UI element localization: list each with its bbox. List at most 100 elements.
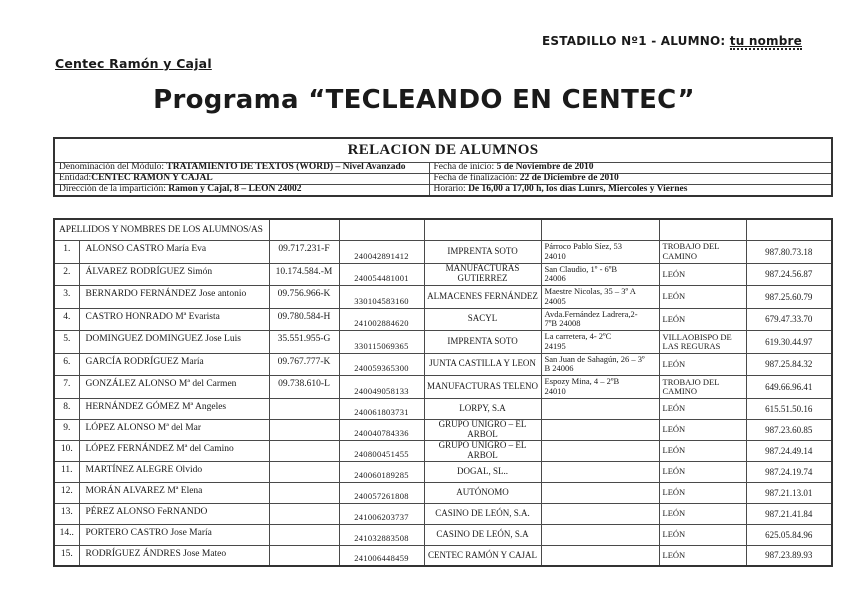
cell-ss-number: 241002884620 xyxy=(338,307,425,332)
cell-row-number: 2. xyxy=(53,262,80,287)
cell-dni: 10.174.584.-M xyxy=(268,262,340,287)
cell-company: CASINO DE LEÓN, S.A xyxy=(423,523,542,546)
cell-ss-number: 240061803731 xyxy=(338,397,425,420)
cell-end-date: Fecha de finalización: 22 de Diciembre d… xyxy=(428,173,833,185)
cell-phone: 987.21.41.84 xyxy=(745,502,833,525)
cell-company: CENTEC RAMÓN Y CAJAL xyxy=(423,544,542,567)
cell-address: Espozy Mina, 4 – 2ºB 24010 xyxy=(540,375,660,399)
cell-student-name: MARTÍNEZ ALEGRE Olvido xyxy=(78,460,270,483)
cell-student-name: GONZÁLEZ ALONSO Mª del Carmen xyxy=(78,375,270,399)
cell-dni: 09.738.610-L xyxy=(268,375,340,399)
cell-dni xyxy=(268,502,340,525)
cell-row-number: 9. xyxy=(53,418,80,441)
estadillo-header: ESTADILLO Nº1 - ALUMNO: tu nombre xyxy=(542,34,802,50)
cell-company: ALMACENES FERNÁNDEZ xyxy=(423,285,542,309)
cell-phone: 987.24.19.74 xyxy=(745,460,833,483)
cell-start-date: Fecha de inicio: 5 de Noviembre de 2010 xyxy=(428,162,833,174)
cell-phone: 625.05.84.96 xyxy=(745,523,833,546)
cell-company: GRUPO UNIGRO – EL ARBOL xyxy=(423,439,542,462)
table-row: 6. GARCÍA RODRÍGUEZ María 09.767.777-K 2… xyxy=(53,352,833,377)
cell-phone: 987.23.60.85 xyxy=(745,418,833,441)
cell-row-number: 14.. xyxy=(53,523,80,546)
cell-dni: 35.551.955-G xyxy=(268,330,340,354)
cell-ss-number: 241006448459 xyxy=(338,544,425,567)
cell-dni xyxy=(268,481,340,504)
cell-phone: 987.23.89.93 xyxy=(745,544,833,567)
cell-phone: 649.66.96.41 xyxy=(745,375,833,399)
table-row: 7. GONZÁLEZ ALONSO Mª del Carmen 09.738.… xyxy=(53,375,833,399)
cell-student-name: LÓPEZ ALONSO Mª del Mar xyxy=(78,418,270,441)
cell-ss-number: 240042891412 xyxy=(338,240,425,264)
cell-dni: 09.756.966-K xyxy=(268,285,340,309)
cell-student-name: PÉREZ ALONSO FeRNANDO xyxy=(78,502,270,525)
cell-row-number: 4. xyxy=(53,307,80,332)
course-address-label: Dirección de la impartición: xyxy=(59,184,169,195)
cell-ss-number: 240057261808 xyxy=(338,481,425,504)
table-row: 11. MARTÍNEZ ALEGRE Olvido 240060189285 … xyxy=(53,460,833,483)
cell-entity: Entidad:CENTEC RAMON Y CAJAL xyxy=(53,173,430,185)
cell-address xyxy=(540,481,660,504)
header-empty-ss xyxy=(338,218,425,241)
cell-address: Párroco Pablo Síez, 53 24010 xyxy=(540,240,660,264)
cell-student-name: MORÁN ALVAREZ Mª Elena xyxy=(78,481,270,504)
cell-row-number: 5. xyxy=(53,330,80,354)
header-empty-dni xyxy=(268,218,340,241)
cell-city: LEÓN xyxy=(658,502,747,525)
cell-student-name: HERNÁNDEZ GÓMEZ Mª Angeles xyxy=(78,397,270,420)
cell-dni: 09.767.777-K xyxy=(268,352,340,377)
cell-student-name: LÓPEZ FERNÁNDEZ Mª del Camino xyxy=(78,439,270,462)
cell-row-number: 15. xyxy=(53,544,80,567)
cell-city: LEÓN xyxy=(658,481,747,504)
cell-company: IMPRENTA SOTO xyxy=(423,240,542,264)
header-empty-address xyxy=(540,218,660,241)
table-row: 9. LÓPEZ ALONSO Mª del Mar 240040784336 … xyxy=(53,418,833,441)
organization-name: Centec Ramón y Cajal xyxy=(55,56,212,71)
cell-city: LEÓN xyxy=(658,544,747,567)
info-table-title: RELACION DE ALUMNOS xyxy=(53,137,833,163)
cell-student-name: ÁLVAREZ RODRÍGUEZ Simón xyxy=(78,262,270,287)
cell-address: Avda.Fernández Ladrera,2- 7ºB 24008 xyxy=(540,307,660,332)
cell-company: GRUPO UNIGRO – EL ARBOL xyxy=(423,418,542,441)
cell-company: IMPRENTA SOTO xyxy=(423,330,542,354)
info-row: Entidad:CENTEC RAMON Y CAJAL Fecha de fi… xyxy=(53,173,833,185)
entity-value: CENTEC RAMON Y CAJAL xyxy=(91,173,213,184)
estadillo-label: ESTADILLO Nº1 - ALUMNO: xyxy=(542,34,726,48)
cell-city: LEÓN xyxy=(658,307,747,332)
cell-address-course: Dirección de la impartición: Ramon y Caj… xyxy=(53,184,430,197)
start-date-value: 5 de Noviembre de 2010 xyxy=(496,162,594,173)
table-row: 14.. PORTERO CASTRO Jose María 241032883… xyxy=(53,523,833,546)
cell-student-name: RODRÍGUEZ ÁNDRES Jose Mateo xyxy=(78,544,270,567)
course-address-value: Ramon y Cajal, 8 – LEON 24002 xyxy=(168,184,302,195)
schedule-value: De 16,00 a 17,00 h, los días Lunrs, Mier… xyxy=(468,184,688,195)
cell-city: VILLAOBISPO DE LAS REGURAS xyxy=(658,330,747,354)
cell-address xyxy=(540,544,660,567)
cell-company: MANUFACTURAS TELENO xyxy=(423,375,542,399)
cell-dni xyxy=(268,397,340,420)
cell-ss-number: 330115069365 xyxy=(338,330,425,354)
cell-address xyxy=(540,460,660,483)
cell-phone: 987.24.49.14 xyxy=(745,439,833,462)
cell-address: La carretera, 4- 2ºC 24195 xyxy=(540,330,660,354)
table-row: 3. BERNARDO FERNÁNDEZ Jose antonio 09.75… xyxy=(53,285,833,309)
cell-phone: 987.25.60.79 xyxy=(745,285,833,309)
table-row: 15. RODRÍGUEZ ÁNDRES Jose Mateo 24100644… xyxy=(53,544,833,567)
roster-header-row: APELLIDOS Y NOMBRES DE LOS ALUMNOS/AS xyxy=(53,218,833,241)
cell-city: LEÓN xyxy=(658,397,747,420)
cell-row-number: 11. xyxy=(53,460,80,483)
cell-city: TROBAJO DEL CAMINO xyxy=(658,240,747,264)
cell-row-number: 10. xyxy=(53,439,80,462)
cell-address xyxy=(540,418,660,441)
cell-company: SACYL xyxy=(423,307,542,332)
cell-ss-number: 240800451455 xyxy=(338,439,425,462)
cell-city: LEÓN xyxy=(658,285,747,309)
cell-phone: 987.80.73.18 xyxy=(745,240,833,264)
cell-dni xyxy=(268,418,340,441)
info-title-row: RELACION DE ALUMNOS xyxy=(53,137,833,163)
cell-row-number: 6. xyxy=(53,352,80,377)
header-empty-phone xyxy=(745,218,833,241)
cell-student-name: CASTRO HONRADO Mª Evarista xyxy=(78,307,270,332)
cell-schedule: Horario: De 16,00 a 17,00 h, los días Lu… xyxy=(428,184,833,197)
info-row: Denominación del Módulo: TRATAMIENTO DE … xyxy=(53,162,833,174)
cell-phone: 987.21.13.01 xyxy=(745,481,833,504)
